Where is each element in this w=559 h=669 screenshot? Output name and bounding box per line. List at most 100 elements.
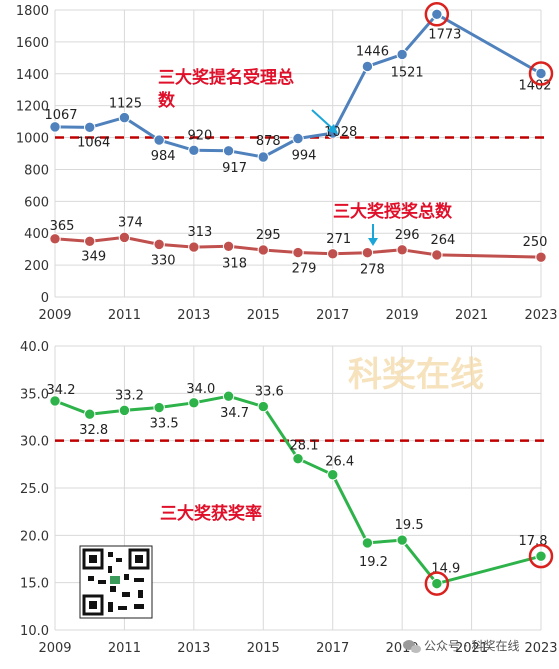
- top-series-0-data-label: 1446: [356, 44, 389, 59]
- awards-arrowhead-icon: [368, 238, 378, 246]
- bottom-series-0-point: [396, 534, 408, 546]
- top-series-0-data-label: 1067: [44, 108, 77, 123]
- bottom-series-0-data-label: 33.5: [150, 417, 179, 432]
- bottom-series-0-point: [327, 469, 339, 481]
- footer-source: 公众号 · 科奖在线: [424, 639, 519, 653]
- top-xtick: 2009: [38, 308, 71, 323]
- top-series-0-data-label: 920: [187, 128, 212, 143]
- bottom-series-0-data-label: 28.1: [290, 439, 319, 454]
- top-series-1-data-label: 296: [395, 228, 420, 243]
- top-series-1-data-label: 349: [81, 249, 106, 264]
- top-series-1-data-label: 330: [151, 253, 176, 268]
- series-annotation-awards: 三大奖授奖总数: [333, 201, 453, 222]
- bottom-series-0-point: [292, 452, 304, 465]
- top-ytick: 0: [41, 291, 49, 306]
- top-series-0-point: [257, 151, 269, 163]
- top-highlight-circle: [528, 61, 554, 86]
- bottom-series-0-data-label: 34.7: [220, 406, 249, 421]
- bottom-series-0-data-label: 14.9: [431, 562, 460, 577]
- bottom-xtick: 2023: [524, 641, 557, 656]
- bottom-ytick: 15.0: [20, 577, 49, 592]
- top-series-1-point: [188, 241, 200, 253]
- bottom-series-0-point: [84, 408, 96, 420]
- top-series-1-point: [49, 233, 61, 245]
- bottom-chart: 10.0 15.0 20.0 25.0 30.0 35.0 40.0 2009 2011 2013…: [20, 340, 558, 656]
- bottom-series-0-data-label: 19.2: [359, 555, 388, 570]
- top-chart: 0 200 400 600 800 1000 1200 1400 1600 1800 2009 201…: [16, 2, 558, 323]
- top-series-0-point: [153, 134, 165, 146]
- series-annotation-rate: 三大奖获奖率: [160, 503, 262, 524]
- top-ytick: 1800: [16, 4, 49, 19]
- top-series-1-data-label: 295: [256, 228, 281, 243]
- bottom-series-0-point: [257, 400, 269, 413]
- top-series-0-data-label: 1773: [428, 27, 461, 42]
- top-series-0-data-label: 1402: [518, 78, 551, 93]
- top-xtick: 2021: [455, 308, 488, 323]
- bottom-series-0-point: [153, 401, 165, 414]
- top-series-0-data-label: 1521: [391, 65, 424, 80]
- top-ytick: 1400: [16, 68, 49, 83]
- bottom-ytick: 35.0: [20, 387, 49, 402]
- bottom-series-0-data-label: 34.0: [186, 382, 215, 397]
- top-xtick: 2023: [524, 308, 557, 323]
- top-series-1-data-label: 313: [187, 225, 212, 240]
- top-series-0-data-label: 917: [222, 161, 247, 176]
- wechat-icon: [403, 640, 421, 653]
- bottom-ytick: 25.0: [20, 482, 49, 497]
- bottom-ytick: 30.0: [20, 435, 49, 450]
- top-series-1-data-label: 365: [50, 219, 75, 234]
- top-series-1-point: [153, 238, 165, 251]
- nominations-arrowhead-icon: [327, 124, 338, 134]
- series-annotation-nominations-line1: 三大奖提名受理总: [158, 67, 294, 88]
- top-ytick: 1600: [16, 36, 49, 51]
- top-series-1-point: [327, 248, 339, 260]
- top-ytick: 400: [24, 227, 49, 242]
- bottom-series-0-data-label: 33.6: [255, 385, 284, 400]
- top-series-1-point: [361, 246, 374, 259]
- bottom-xtick: 2011: [108, 641, 141, 656]
- top-series-1-data-label: 374: [118, 215, 143, 230]
- top-highlight-circle: [424, 2, 450, 27]
- qr-code-icon: [79, 545, 153, 619]
- top-series-1-point: [118, 231, 131, 244]
- bottom-series-0-data-label: 33.2: [115, 388, 144, 403]
- top-series-1-data-label: 271: [326, 232, 351, 247]
- top-ytick: 1200: [16, 100, 49, 115]
- top-series-0-point: [188, 144, 200, 157]
- top-xtick: 2011: [108, 308, 141, 323]
- bottom-xtick: 2021: [455, 641, 488, 656]
- top-series-1-data-label: 264: [430, 233, 455, 248]
- bottom-series-0-point: [188, 397, 200, 409]
- bottom-series-0-data-label: 34.2: [47, 383, 76, 398]
- watermark: 科奖在线: [348, 355, 484, 395]
- top-series-1-point: [396, 244, 408, 256]
- top-series-1-point: [222, 240, 235, 252]
- top-series-1-point: [535, 251, 547, 263]
- nominations-arrow-icon: [311, 109, 335, 131]
- bottom-ytick: 40.0: [20, 340, 49, 355]
- top-series-0-data-label: 1028: [324, 125, 357, 140]
- bottom-series-0-point: [361, 537, 374, 549]
- bottom-series-0-data-label: 19.5: [395, 518, 424, 533]
- top-ytick: 600: [24, 195, 49, 210]
- top-series-0-data-label: 984: [151, 149, 176, 164]
- top-series-1-data-label: 250: [523, 235, 548, 250]
- top-ytick: 1000: [16, 132, 49, 147]
- bottom-highlight-circle: [424, 571, 450, 596]
- top-ytick: 800: [24, 163, 49, 178]
- top-series-1-point: [292, 246, 304, 259]
- bottom-series-0-data-label: 26.4: [325, 455, 354, 470]
- bottom-xtick: 2013: [177, 641, 210, 656]
- bottom-series-0-point: [118, 404, 131, 417]
- top-series-0-data-label: 994: [292, 149, 317, 164]
- top-series-1-data-label: 318: [222, 256, 247, 271]
- bottom-series-0-point: [535, 550, 547, 562]
- bottom-series-0-point: [49, 395, 61, 407]
- bottom-ytick: 20.0: [20, 529, 49, 544]
- bottom-xtick: 2017: [316, 641, 349, 656]
- top-series-1-data-label: 278: [360, 263, 385, 278]
- top-series-1-data-label: 279: [292, 262, 317, 277]
- top-ytick: 200: [24, 259, 49, 274]
- top-series-0-point: [292, 132, 304, 145]
- top-series-0-point: [118, 111, 131, 124]
